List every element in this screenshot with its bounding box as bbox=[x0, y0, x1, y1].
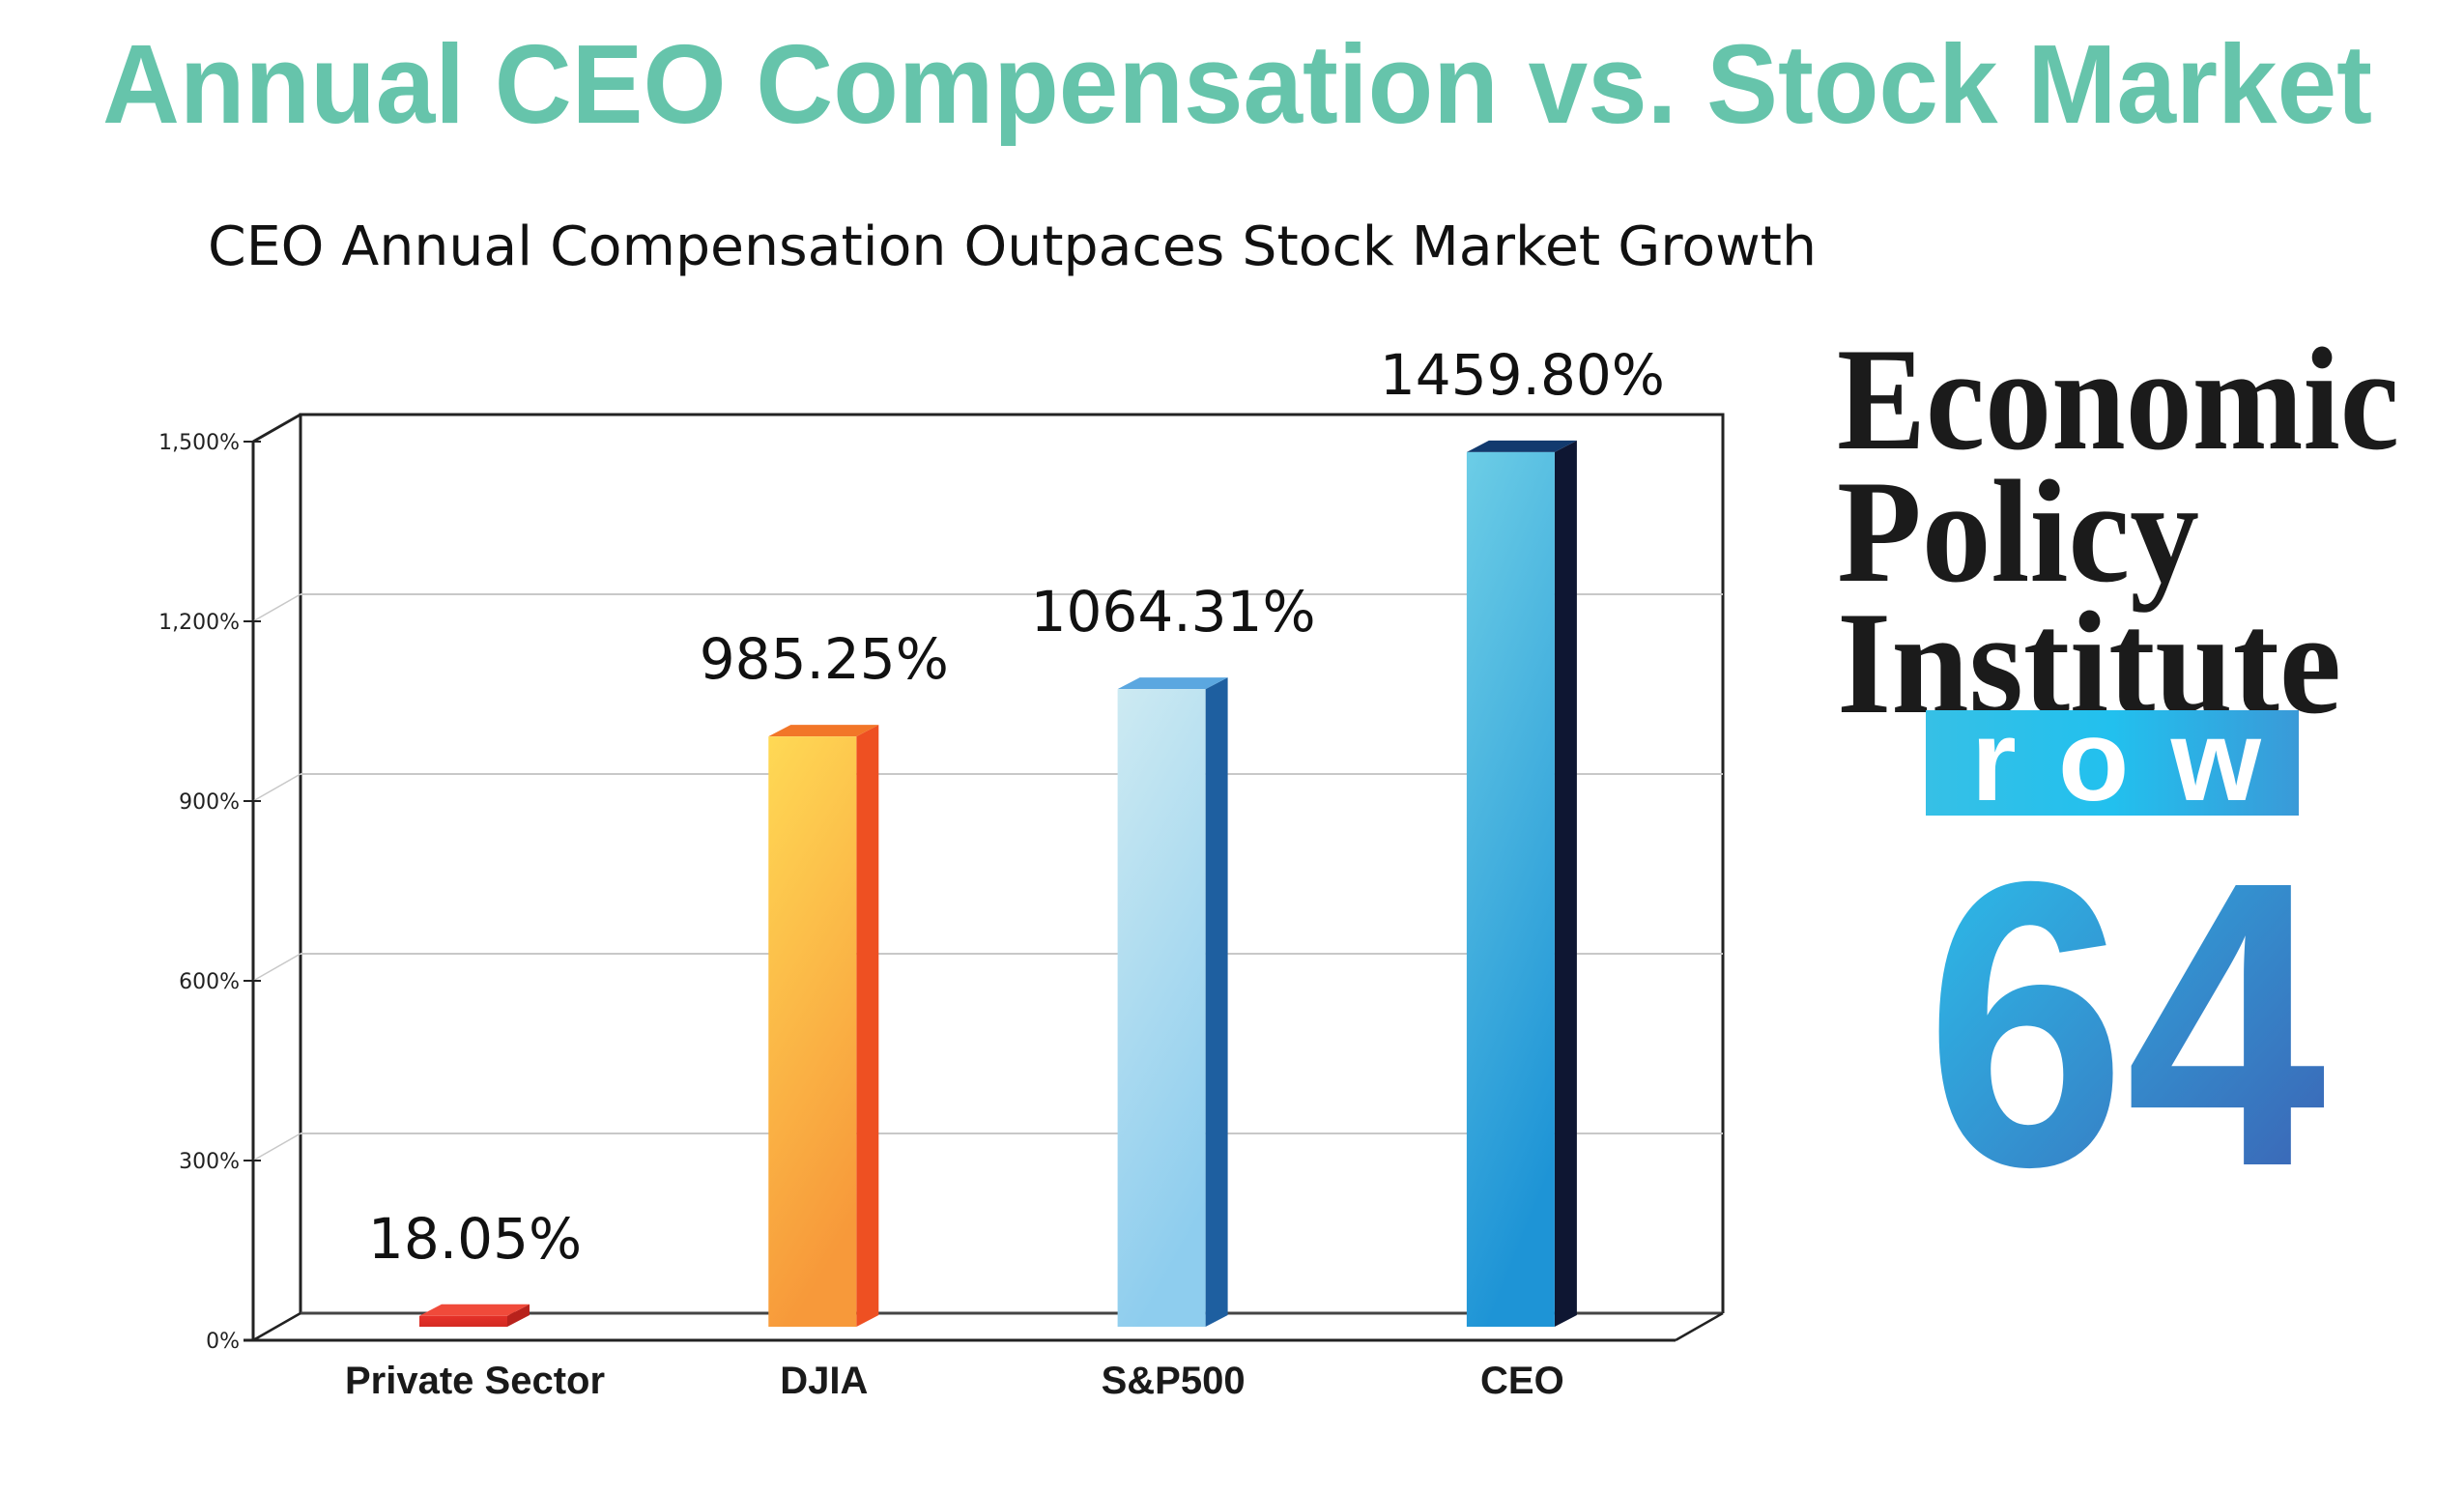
gridline-side bbox=[252, 773, 301, 802]
y-tick-label: 900% bbox=[179, 790, 240, 815]
x-tick-label: CEO bbox=[1480, 1360, 1564, 1402]
left-wall-bottom-edge bbox=[252, 1311, 301, 1342]
bar-front-face bbox=[768, 736, 857, 1327]
bar-side-face bbox=[856, 725, 879, 1327]
bar-top-face bbox=[768, 725, 879, 737]
main-title: Annual CEO Compensation vs. Stock Market bbox=[102, 21, 2372, 147]
bar-top-face bbox=[1466, 440, 1577, 452]
bar-djia bbox=[768, 725, 879, 1327]
x-tick-label: S&P500 bbox=[1102, 1360, 1246, 1402]
epi-logo: Economic Policy Institute bbox=[1837, 318, 2399, 744]
bar-ceo bbox=[1466, 440, 1577, 1327]
y-tick-label: 0% bbox=[206, 1330, 240, 1354]
gridline-side bbox=[252, 1133, 301, 1161]
y-tick-label: 1,500% bbox=[158, 431, 240, 455]
bars bbox=[419, 440, 1577, 1327]
left-wall-top-edge bbox=[252, 413, 301, 444]
floor-right-edge bbox=[1675, 1311, 1724, 1342]
bar-front-face bbox=[419, 1315, 507, 1327]
back-wall bbox=[299, 413, 1725, 1313]
y-tick-label: 1,200% bbox=[158, 611, 240, 635]
bar-front-face bbox=[1466, 451, 1555, 1327]
y-tick-label: 600% bbox=[179, 970, 240, 994]
chart-title: CEO Annual Compensation Outpaces Stock M… bbox=[208, 215, 1817, 278]
bar-private-sector bbox=[419, 1304, 530, 1327]
bar-front-face bbox=[1117, 689, 1206, 1327]
bar-top-face bbox=[419, 1304, 530, 1316]
row-number: 64 bbox=[1926, 798, 2328, 1251]
bar-side-face bbox=[1554, 440, 1577, 1327]
logo-line-economic: Economic bbox=[1837, 318, 2399, 480]
bar-side-face bbox=[1205, 677, 1228, 1327]
x-tick-label: DJIA bbox=[780, 1360, 868, 1402]
x-tick-label: Private Sector bbox=[345, 1360, 605, 1402]
gridline-side bbox=[252, 593, 301, 622]
value-labels: 18.05% 985.25% 1064.31% 1459.80% bbox=[368, 342, 1665, 1272]
value-label: 1459.80% bbox=[1380, 342, 1665, 408]
row-label-box bbox=[1926, 710, 2299, 816]
gridline-side bbox=[252, 953, 301, 982]
y-axis: 0% 300% 600% 900% 1,200% 1,500% bbox=[158, 431, 261, 1354]
logo-line-policy: Policy bbox=[1837, 450, 2199, 613]
bar-top-face bbox=[1117, 677, 1228, 690]
row-64-badge: row 64 bbox=[1926, 696, 2328, 1251]
value-label: 985.25% bbox=[700, 626, 949, 692]
value-label: 1064.31% bbox=[1031, 579, 1316, 645]
y-tick-label: 300% bbox=[179, 1150, 240, 1174]
value-label: 18.05% bbox=[368, 1206, 582, 1272]
bar-side-face bbox=[507, 1304, 530, 1327]
x-axis-labels: Private Sector DJIA S&P500 CEO bbox=[345, 1360, 1564, 1402]
bar-s-p500 bbox=[1117, 677, 1228, 1327]
